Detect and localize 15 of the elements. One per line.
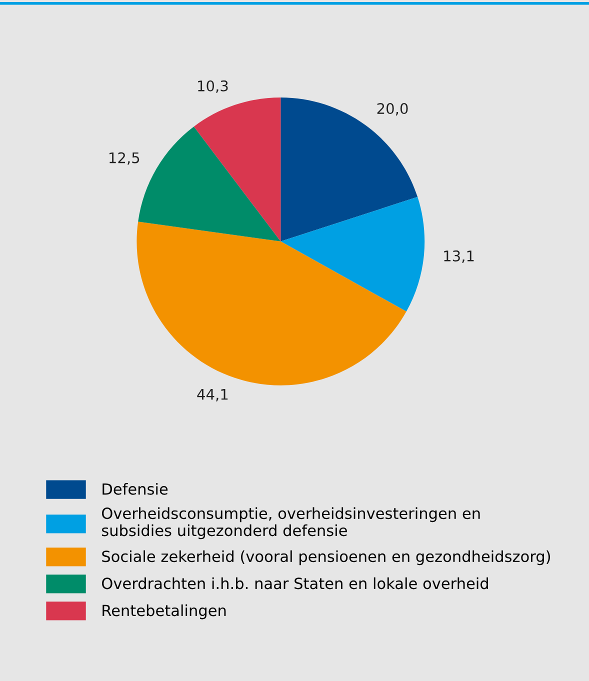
pie-slice — [280, 97, 418, 242]
legend-label: Sociale zekerheid (vooral pensioenen en gezondheidszorg) — [102, 550, 550, 566]
data-label: 20,0 — [377, 103, 408, 116]
data-label: 10,3 — [198, 80, 228, 93]
pie-slice — [280, 196, 425, 312]
pie-slice — [194, 97, 281, 242]
pie-slice — [136, 222, 406, 386]
legend-label: Defensie — [102, 482, 168, 495]
data-label: 12,5 — [110, 152, 140, 165]
data-label: 13,1 — [444, 250, 474, 263]
legend-label: Overdrachten i.h.b. naar Staten en lokale overheid — [102, 577, 488, 590]
pie-slice — [138, 126, 281, 242]
legend-label: Overheidsconsumptie, overheidsinvesteringen en subsidies uitgezonderd defensie — [102, 507, 480, 540]
legend-label: Rentebetalingen — [102, 604, 226, 620]
data-label: 44,1 — [197, 389, 228, 402]
